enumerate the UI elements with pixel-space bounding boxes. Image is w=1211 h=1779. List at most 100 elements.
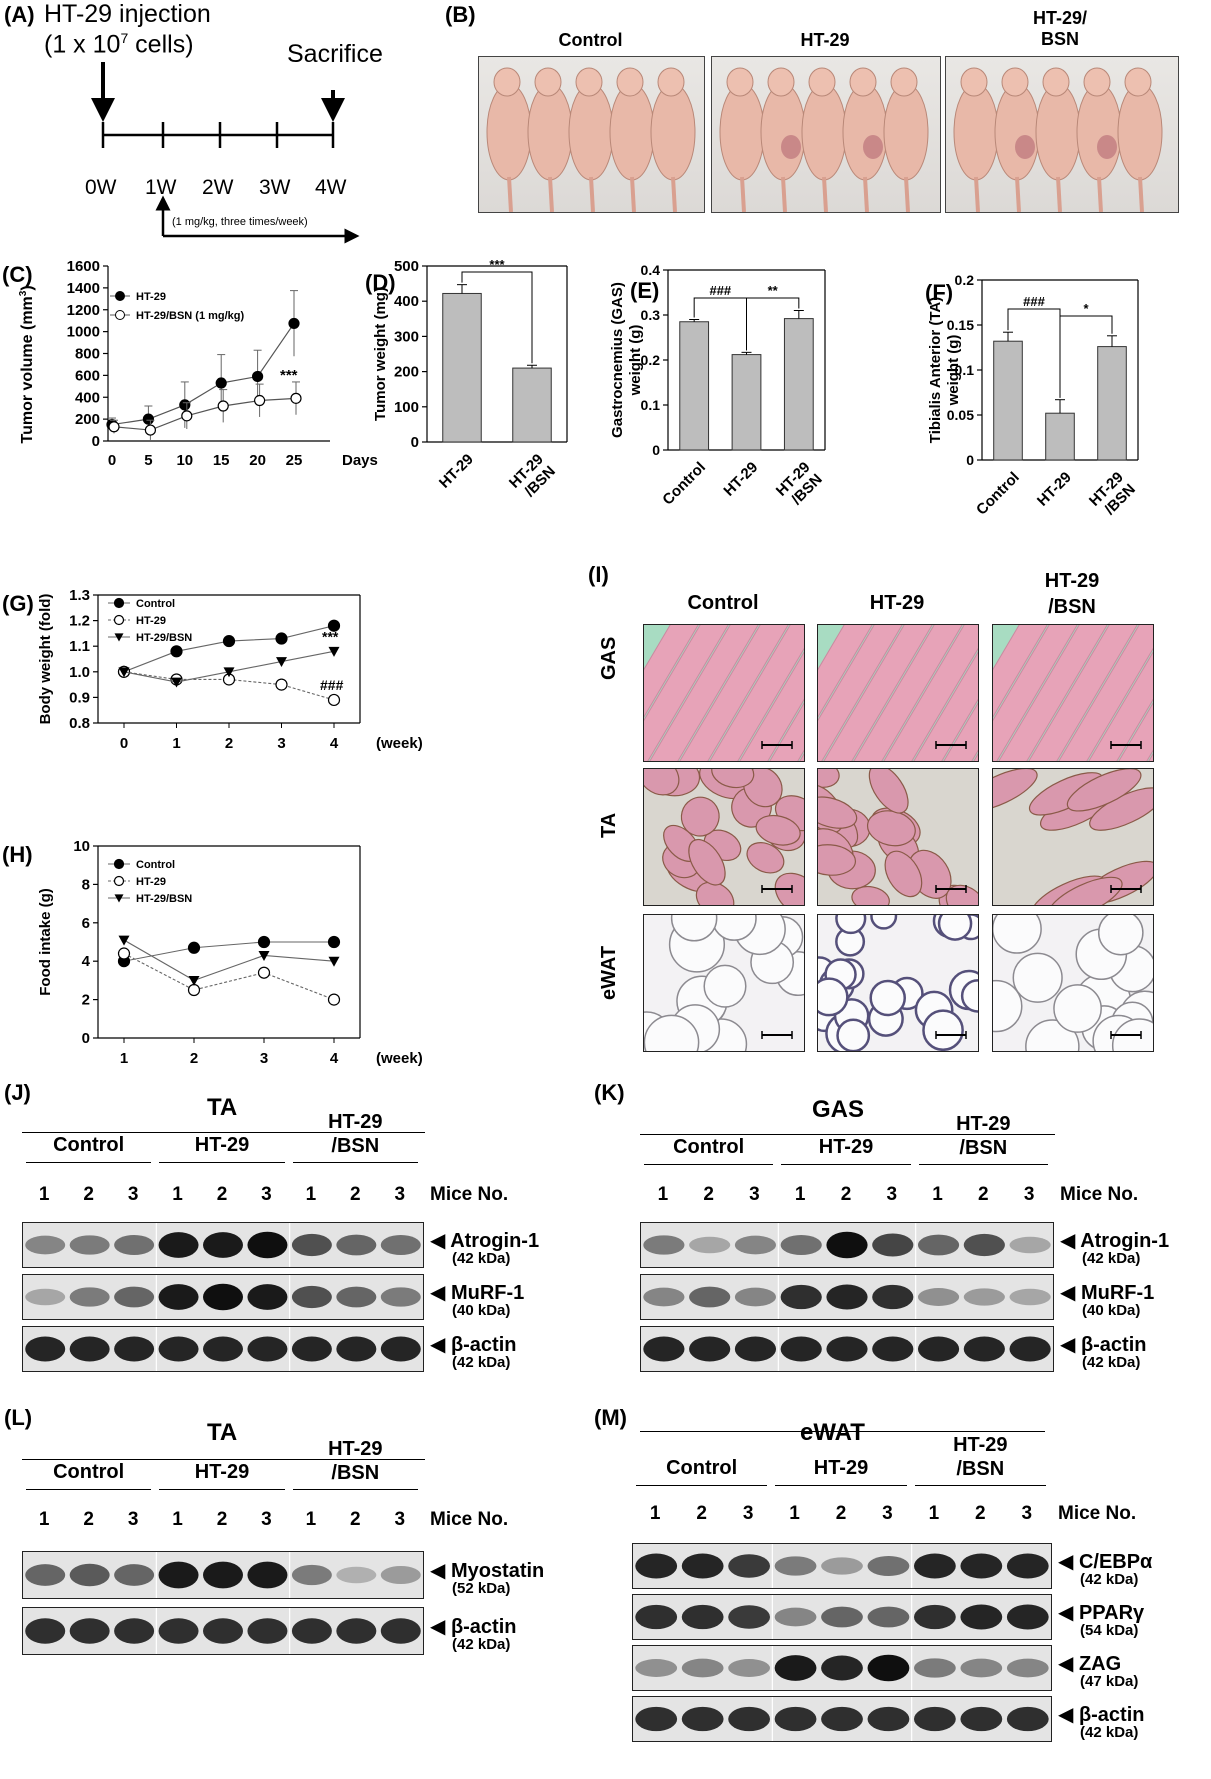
mouse-body [1035, 83, 1081, 181]
protein-band [291, 1285, 332, 1309]
panel-label-l: (L) [4, 1405, 33, 1430]
blot-tissue-title: TA [207, 1094, 238, 1121]
data-point [114, 633, 124, 642]
significance-bracket [1059, 315, 1113, 398]
y-tick-label: 0 [82, 1030, 90, 1047]
legend-label: HT-29 [136, 615, 166, 627]
protein-band [635, 1553, 678, 1579]
blot-strip [22, 1607, 424, 1655]
y-tick-label: 0.3 [641, 307, 661, 323]
protein-band [913, 1553, 956, 1579]
protein-band [203, 1336, 243, 1362]
y-tick-label: 1200 [67, 302, 100, 319]
lane-number: 3 [261, 1184, 272, 1205]
legend-label: HT-29/BSN [136, 893, 192, 905]
lane-number: 1 [305, 1184, 317, 1205]
chart-gas-weight: (E) 0 0.1 0.2 0.3 0.4 Control HT-29 HT-29/BSN Gas… [609, 262, 826, 509]
protein-band [960, 1658, 1003, 1678]
group-underline [636, 1485, 768, 1486]
mouse-head [767, 67, 795, 97]
y-tick-label: 0.1 [641, 397, 661, 413]
protein-band [380, 1565, 421, 1585]
protein-band [158, 1284, 199, 1310]
y-tick-label: 2 [82, 992, 90, 1009]
protein-band [635, 1659, 678, 1677]
legend-label: HT-29/BSN [136, 632, 192, 644]
lane-number: 2 [835, 1503, 847, 1524]
x-tick-label: 4 [330, 1050, 339, 1067]
mouse-head [960, 67, 988, 97]
adipocyte [922, 1009, 964, 1051]
adipocyte [836, 1018, 871, 1051]
data-point [327, 993, 341, 1006]
adipocyte [937, 915, 973, 941]
mouse-tail [1056, 176, 1062, 212]
series-line [123, 941, 334, 962]
group-underline [644, 1164, 774, 1165]
blot-group-label: HT-29/BSN [956, 1113, 1011, 1159]
data-point [275, 632, 288, 645]
protein-name: ◀ β-actin [430, 1334, 517, 1356]
protein-band [960, 1706, 1003, 1732]
x-tick-label: 1 [120, 1050, 128, 1067]
y-tick-label: 1400 [67, 280, 100, 297]
lane-number: 1 [794, 1184, 806, 1205]
lane-number: 3 [394, 1509, 406, 1530]
bar [993, 340, 1023, 461]
y-axis-label: Tumor volume (mm3) [18, 285, 36, 443]
tissue-section [644, 625, 804, 761]
muscle-fiber [945, 884, 978, 905]
muscle-fiber [853, 625, 963, 761]
muscle-fiber [739, 651, 804, 761]
protein-name: ◀ β-actin [430, 1616, 517, 1638]
mice-photo-ht29bsn [945, 56, 1179, 213]
data-point [254, 394, 266, 407]
lane-number: 2 [350, 1509, 361, 1530]
protein-name: ◀ ZAG [1058, 1653, 1122, 1675]
y-axis-label: Body weight (fold) [37, 594, 54, 725]
x-tick-label: 10 [176, 452, 193, 469]
blot-strip [22, 1222, 424, 1268]
bar [1097, 346, 1127, 461]
histology-image [992, 914, 1154, 1052]
protein-band [681, 1604, 724, 1630]
muscle-fiber [1118, 702, 1153, 761]
legend-marker [115, 291, 125, 301]
data-point [113, 858, 125, 870]
title-underline [22, 1132, 425, 1133]
significance-marker: *** [489, 258, 505, 272]
mouse-tail [589, 176, 595, 212]
legend-label: HT-29/BSN (1 mg/kg) [136, 310, 245, 322]
muscle-fiber [1047, 876, 1123, 905]
y-tick-label: 0.05 [947, 407, 974, 423]
lane-number: 3 [742, 1503, 754, 1524]
panel-label-b: (B) [445, 2, 476, 27]
protein-band [780, 1284, 822, 1310]
protein-band [1009, 1288, 1051, 1306]
blot-group-label: HT-29 [194, 1134, 250, 1156]
histology-image [992, 768, 1154, 906]
protein-name: ◀ MuRF-1 [430, 1282, 525, 1304]
lane-number: 3 [886, 1184, 898, 1205]
data-point [113, 597, 125, 609]
mouse-body [953, 83, 999, 181]
mouse-body [1076, 83, 1122, 181]
protein-band [913, 1658, 956, 1678]
chart-plot-group: (F) 0 0.05 0.1 0.15 0.2 Control HT-29 HT-29/BSN T… [925, 272, 1139, 519]
data-point [170, 645, 183, 658]
muscle-fiber [1088, 651, 1153, 761]
mouse-body [609, 83, 655, 181]
protein-band [336, 1618, 377, 1644]
muscle-fiber [998, 625, 1108, 761]
bar [1045, 412, 1075, 461]
blot-group-label: Control [673, 1136, 745, 1158]
protein-band [336, 1286, 377, 1308]
muscle-fiber [746, 842, 785, 874]
molecular-weight: (47 kDa) [1080, 1673, 1139, 1690]
protein-band [635, 1604, 678, 1630]
injection-label: HT-29 injection [44, 0, 211, 28]
y-tick-label: 8 [82, 876, 90, 893]
data-point [328, 646, 340, 657]
tissue-section [993, 769, 1153, 905]
muscle-fiber [818, 796, 858, 829]
